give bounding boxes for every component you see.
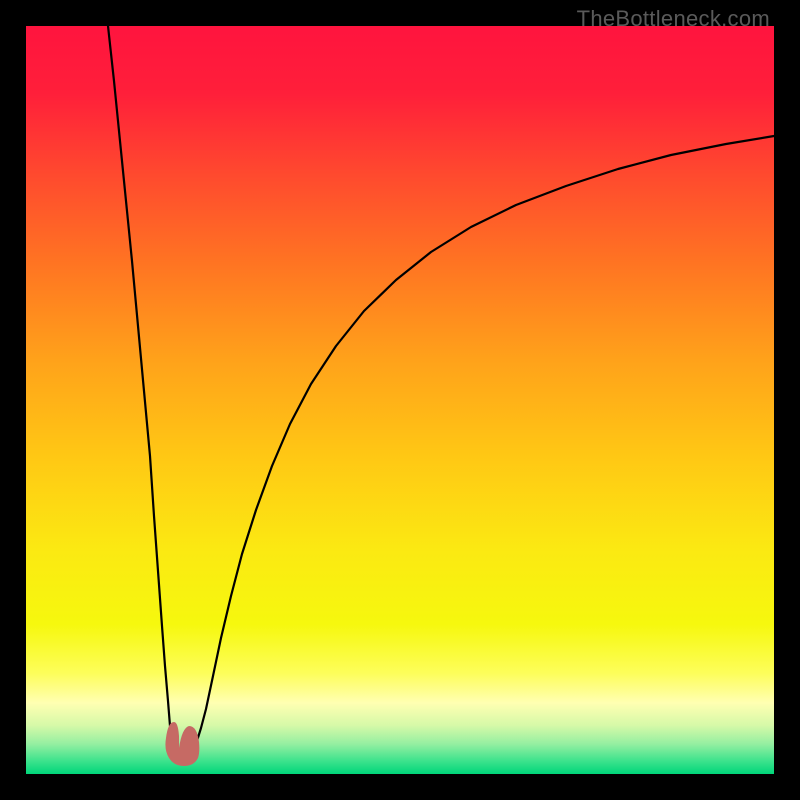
chart-frame: TheBottleneck.com [0, 0, 800, 800]
bump-marker [165, 722, 199, 766]
curve-layer [26, 26, 774, 774]
bottleneck-curve [108, 26, 774, 756]
watermark-text: TheBottleneck.com [577, 6, 770, 32]
plot-area [26, 26, 774, 774]
